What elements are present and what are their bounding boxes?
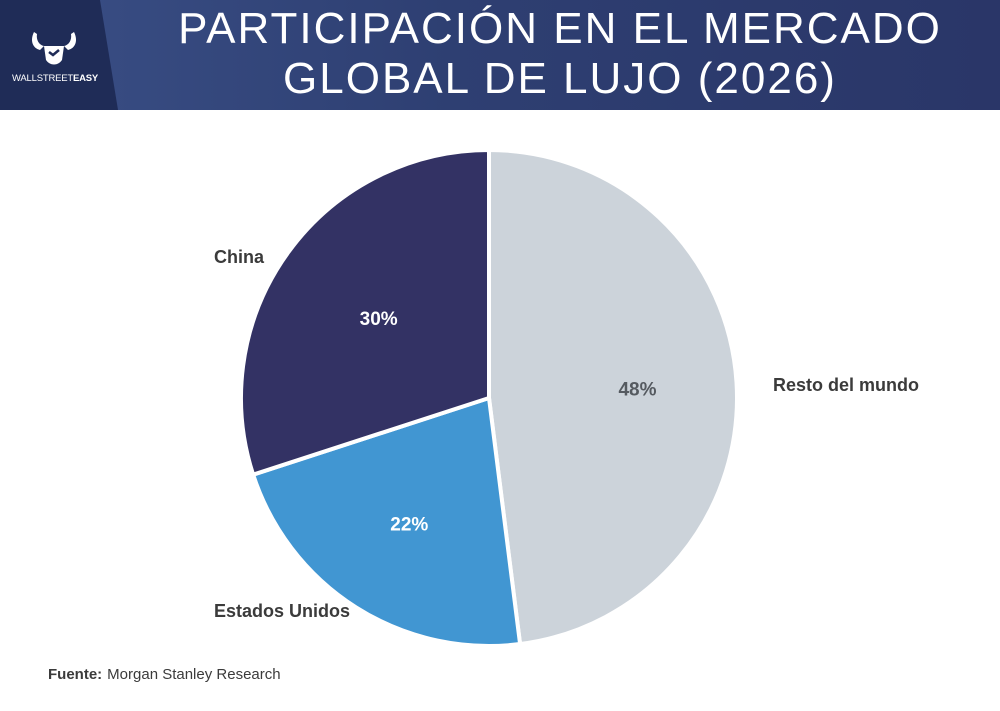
pie-slice-china: [239, 148, 491, 477]
bull-horns-icon: [32, 32, 76, 65]
value-label-resto-del-mundo: 48%: [618, 380, 656, 401]
logo-text: WALLSTREETEASY: [12, 73, 99, 84]
page-title: PARTICIPACIÓN EN EL MERCADO GLOBAL DE LU…: [130, 4, 990, 104]
pie-slice-resto-del-mundo: [487, 148, 739, 647]
logo-panel: WALLSTREETEASY: [0, 0, 118, 110]
header-banner: WALLSTREETEASY PARTICIPACIÓN EN EL MERCA…: [0, 0, 1000, 110]
source-note: Fuente: Morgan Stanley Research: [48, 666, 281, 683]
title-line-2: GLOBAL DE LUJO (2026): [283, 54, 837, 103]
pie-slice-estados-unidos: [251, 396, 523, 648]
value-label-estados-unidos: 22%: [390, 515, 428, 536]
title-line-1: PARTICIPACIÓN EN EL MERCADO: [178, 4, 942, 53]
category-label-china: China: [214, 247, 265, 267]
value-label-china: 30%: [360, 309, 398, 330]
pie-chart: 48% Resto del mundo 22% Estados Unidos 30% Ch…: [214, 148, 919, 648]
category-label-resto-del-mundo: Resto del mundo: [773, 375, 919, 395]
category-label-estados-unidos: Estados Unidos: [214, 601, 350, 621]
source-label: Fuente:: [48, 666, 103, 683]
source-text: Morgan Stanley Research: [107, 666, 281, 683]
